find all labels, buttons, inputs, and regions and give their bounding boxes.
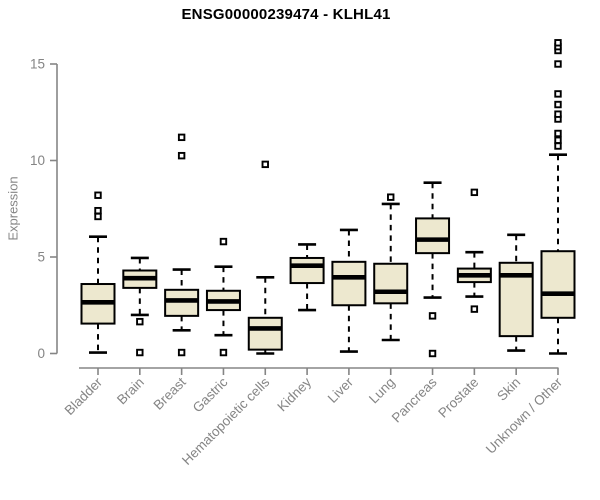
outlier-point bbox=[554, 100, 562, 109]
outlier-point bbox=[554, 110, 562, 118]
boxplot-lung: Lung bbox=[366, 193, 409, 407]
iqr-box bbox=[331, 260, 367, 307]
boxplot-liver: Liver bbox=[325, 228, 367, 406]
outlier-point bbox=[94, 191, 102, 199]
outlier-point bbox=[136, 348, 144, 357]
boxplot-gastric: Gastric bbox=[190, 237, 241, 415]
outlier-point bbox=[94, 206, 102, 215]
outlier-point bbox=[428, 349, 437, 358]
x-tick-label: Bladder bbox=[62, 374, 106, 418]
outlier-point bbox=[261, 160, 269, 169]
outlier-point bbox=[470, 305, 479, 313]
y-tick-label: 5 bbox=[37, 250, 45, 265]
outlier-point bbox=[554, 60, 562, 68]
outlier-point bbox=[177, 348, 186, 357]
boxplot-bladder: Bladder bbox=[62, 191, 116, 418]
outlier-point bbox=[177, 151, 186, 160]
boxplot-brain: Brain bbox=[114, 256, 158, 408]
x-tick-label: Gastric bbox=[190, 374, 231, 415]
outlier-point bbox=[387, 193, 395, 201]
outlier-point bbox=[219, 237, 228, 246]
boxplot-breast: Breast bbox=[151, 133, 200, 413]
iqr-box bbox=[373, 262, 409, 305]
iqr-box bbox=[540, 250, 576, 319]
x-tick-label: Kidney bbox=[274, 374, 314, 414]
outlier-point bbox=[554, 142, 562, 150]
x-tick-label: Liver bbox=[325, 374, 357, 406]
chart-title: ENSG00000239474 - KLHL41 bbox=[181, 6, 391, 23]
x-tick-label: Breast bbox=[151, 374, 189, 412]
y-tick-label: 10 bbox=[30, 153, 45, 168]
outlier-point bbox=[94, 212, 102, 221]
y-tick-label: 0 bbox=[37, 346, 45, 361]
iqr-box bbox=[415, 217, 451, 255]
y-tick-label: 15 bbox=[30, 57, 45, 72]
x-tick-label: Unknown / Other bbox=[483, 374, 566, 457]
iqr-box bbox=[164, 288, 200, 317]
x-tick-label: Brain bbox=[114, 375, 147, 408]
outlier-point bbox=[428, 312, 437, 320]
outlier-point bbox=[219, 348, 228, 357]
outlier-point bbox=[554, 129, 562, 138]
outlier-point bbox=[177, 133, 186, 142]
x-tick-label: Pancreas bbox=[389, 374, 440, 425]
outlier-point bbox=[554, 136, 562, 144]
iqr-box bbox=[247, 316, 283, 351]
x-tick-label: Skin bbox=[494, 375, 523, 404]
iqr-box bbox=[289, 256, 325, 285]
x-tick-label: Prostate bbox=[435, 375, 481, 421]
boxplot-skin: Skin bbox=[494, 233, 534, 404]
outlier-point bbox=[554, 90, 562, 98]
x-tick-label: Lung bbox=[366, 375, 398, 407]
outlier-point bbox=[136, 317, 144, 326]
outlier-point bbox=[470, 188, 479, 197]
outlier-point bbox=[554, 39, 562, 47]
